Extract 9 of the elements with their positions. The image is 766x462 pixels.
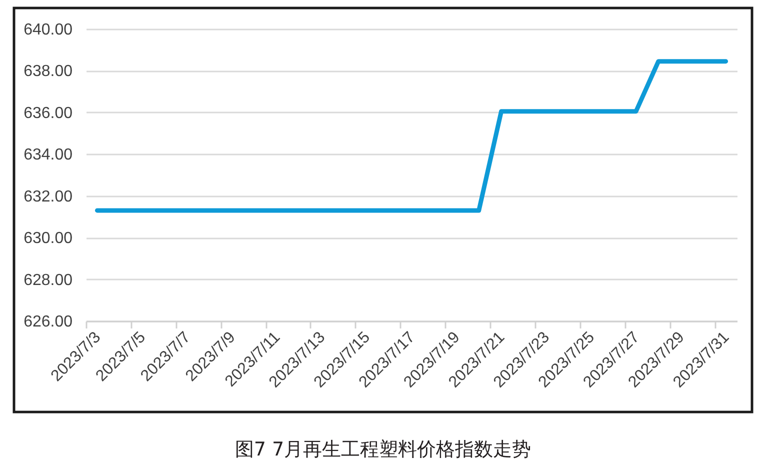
- y-tick-label: 640.00: [24, 22, 73, 38]
- y-tick-label: 638.00: [24, 63, 73, 80]
- y-tick-label: 628.00: [24, 272, 73, 289]
- y-tick-label: 634.00: [24, 146, 73, 164]
- text: 图7 7月再生工程塑料价格指数走势: [234, 438, 532, 460]
- y-tick-label: 636.00: [24, 104, 73, 122]
- y-tick-label: 626.00: [24, 314, 73, 330]
- y-tick-label: 630.00: [24, 230, 73, 248]
- y-tick-label: 632.00: [24, 188, 73, 206]
